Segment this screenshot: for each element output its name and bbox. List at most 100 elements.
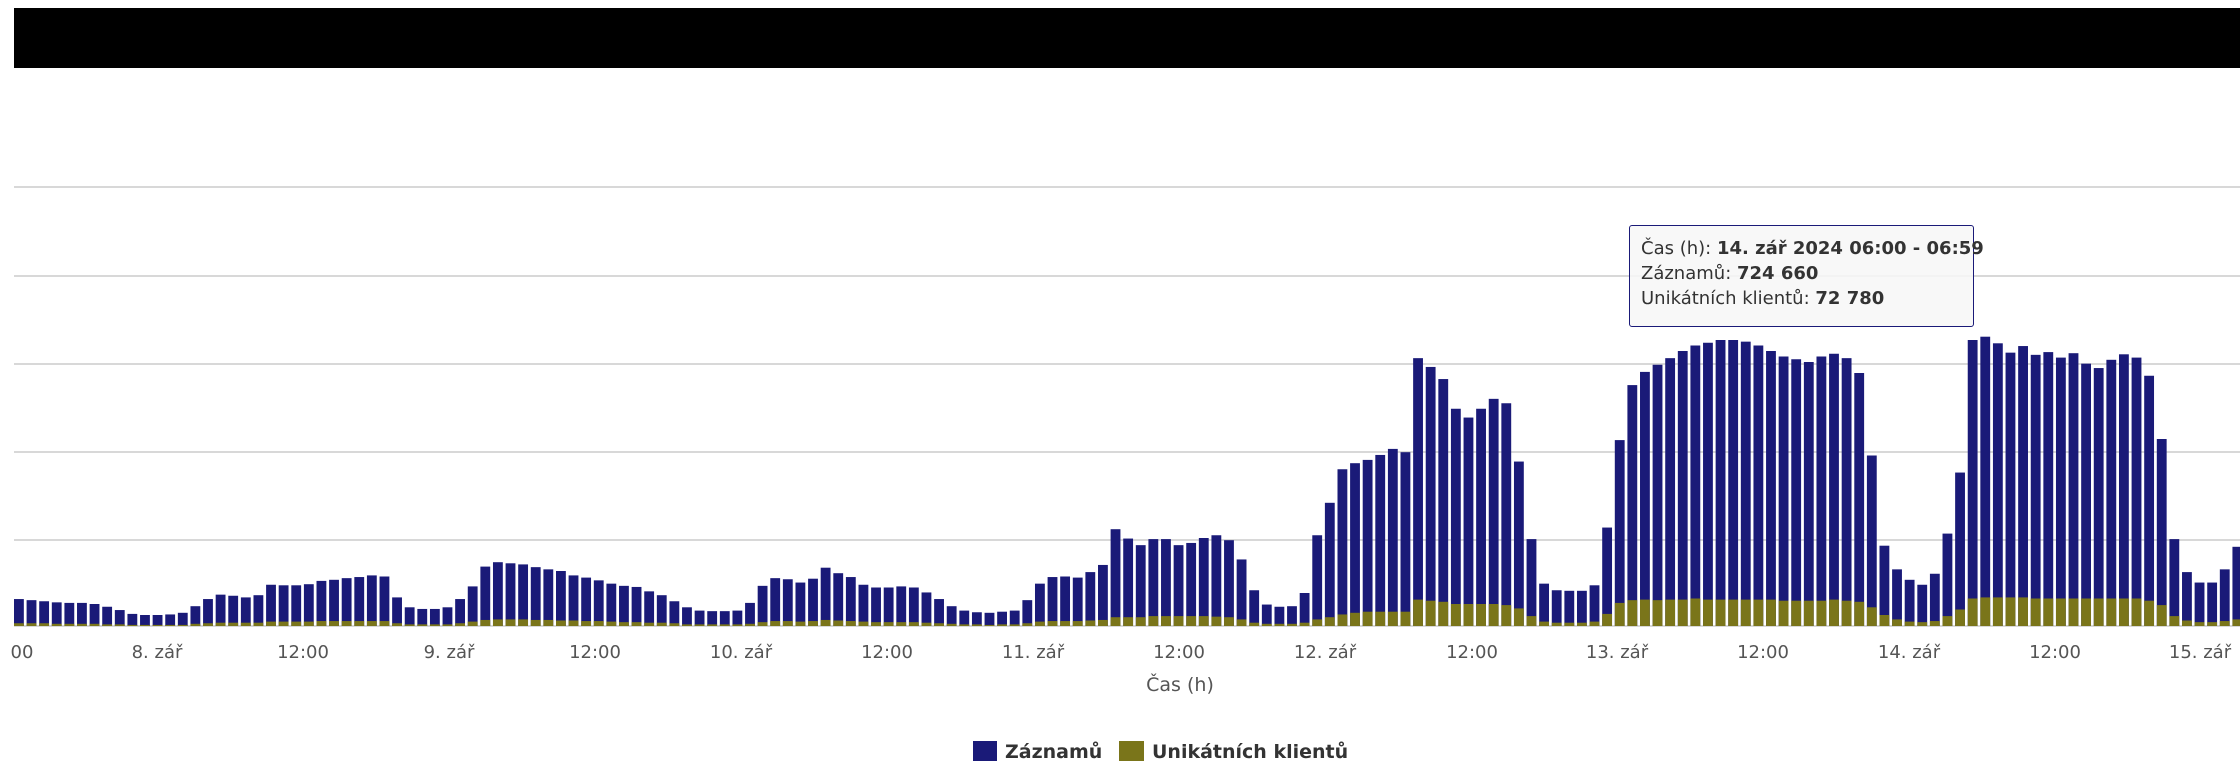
bar-records[interactable] bbox=[1879, 545, 1890, 626]
bar-records[interactable] bbox=[1324, 502, 1335, 626]
bar-records[interactable] bbox=[1400, 452, 1411, 626]
bar-records[interactable] bbox=[782, 579, 793, 626]
bar-records[interactable] bbox=[581, 577, 592, 626]
bar-clients[interactable] bbox=[959, 624, 970, 626]
bar-clients[interactable] bbox=[908, 622, 919, 626]
bar-records[interactable] bbox=[1980, 336, 1991, 626]
bar-records[interactable] bbox=[530, 567, 541, 626]
bar-clients[interactable] bbox=[26, 623, 37, 626]
bar-records[interactable] bbox=[2018, 346, 2028, 626]
bar-records[interactable] bbox=[908, 587, 919, 627]
bar-records[interactable] bbox=[543, 569, 554, 626]
bar-clients[interactable] bbox=[1929, 621, 1940, 626]
bar-clients[interactable] bbox=[1488, 604, 1499, 626]
bar-records[interactable] bbox=[1854, 373, 1865, 626]
bar-clients[interactable] bbox=[556, 620, 566, 627]
bar-clients[interactable] bbox=[1463, 604, 1474, 626]
bar-records[interactable] bbox=[102, 606, 113, 626]
bar-clients[interactable] bbox=[1009, 624, 1020, 626]
bar-records[interactable] bbox=[1362, 459, 1373, 626]
bar-records[interactable] bbox=[2118, 354, 2129, 626]
bar-records[interactable] bbox=[2182, 572, 2192, 626]
bar-clients[interactable] bbox=[808, 621, 818, 626]
bar-clients[interactable] bbox=[1740, 599, 1751, 626]
bar-records[interactable] bbox=[1513, 461, 1524, 626]
bar-clients[interactable] bbox=[89, 623, 100, 626]
bar-clients[interactable] bbox=[1614, 602, 1625, 626]
bar-records[interactable] bbox=[228, 595, 239, 626]
bar-clients[interactable] bbox=[782, 621, 793, 626]
bar-clients[interactable] bbox=[1640, 599, 1650, 626]
bar-clients[interactable] bbox=[1753, 599, 1764, 626]
bar-clients[interactable] bbox=[1072, 621, 1083, 626]
bar-clients[interactable] bbox=[127, 624, 138, 626]
bar-clients[interactable] bbox=[1627, 600, 1638, 626]
bar-clients[interactable] bbox=[114, 624, 125, 626]
bar-clients[interactable] bbox=[2182, 620, 2192, 627]
bar-records[interactable] bbox=[190, 606, 201, 626]
bar-records[interactable] bbox=[429, 608, 440, 626]
bar-records[interactable] bbox=[2232, 546, 2240, 626]
bar-clients[interactable] bbox=[140, 624, 150, 626]
bar-records[interactable] bbox=[2106, 359, 2117, 626]
bar-clients[interactable] bbox=[152, 624, 163, 626]
bar-records[interactable] bbox=[1123, 538, 1134, 626]
bar-clients[interactable] bbox=[1413, 599, 1423, 626]
bar-records[interactable] bbox=[682, 607, 692, 626]
bar-records[interactable] bbox=[1450, 408, 1461, 626]
bar-records[interactable] bbox=[518, 564, 529, 626]
bar-clients[interactable] bbox=[266, 621, 276, 626]
bar-records[interactable] bbox=[266, 584, 276, 626]
bar-clients[interactable] bbox=[1652, 600, 1663, 626]
bar-records[interactable] bbox=[1627, 385, 1638, 626]
bar-records[interactable] bbox=[1287, 606, 1297, 626]
bar-records[interactable] bbox=[215, 594, 226, 626]
bar-clients[interactable] bbox=[1085, 620, 1096, 627]
bar-records[interactable] bbox=[833, 573, 844, 626]
bar-records[interactable] bbox=[946, 606, 957, 626]
bar-records[interactable] bbox=[656, 595, 667, 626]
bar-clients[interactable] bbox=[1312, 619, 1323, 626]
bar-clients[interactable] bbox=[770, 621, 781, 626]
bar-records[interactable] bbox=[1917, 584, 1928, 626]
bar-records[interactable] bbox=[2194, 582, 2205, 626]
bar-clients[interactable] bbox=[505, 619, 516, 626]
bar-clients[interactable] bbox=[2144, 600, 2155, 626]
bar-records[interactable] bbox=[1274, 606, 1285, 626]
bar-records[interactable] bbox=[1463, 417, 1474, 626]
bar-records[interactable] bbox=[1791, 359, 1802, 626]
bar-records[interactable] bbox=[1110, 529, 1121, 626]
bar-records[interactable] bbox=[2219, 569, 2230, 626]
bar-records[interactable] bbox=[1476, 408, 1486, 626]
bar-records[interactable] bbox=[1186, 542, 1197, 626]
bar-clients[interactable] bbox=[2081, 598, 2092, 627]
bar-clients[interactable] bbox=[1450, 604, 1461, 626]
bar-records[interactable] bbox=[2169, 539, 2180, 626]
bar-clients[interactable] bbox=[896, 622, 907, 626]
bar-clients[interactable] bbox=[1576, 622, 1587, 626]
bar-clients[interactable] bbox=[568, 620, 579, 627]
bar-records[interactable] bbox=[1766, 351, 1776, 626]
bar-clients[interactable] bbox=[1854, 601, 1865, 626]
bar-clients[interactable] bbox=[240, 622, 251, 626]
bar-records[interactable] bbox=[1740, 341, 1751, 626]
bar-records[interactable] bbox=[1929, 573, 1940, 626]
bar-clients[interactable] bbox=[165, 624, 176, 626]
bar-records[interactable] bbox=[1614, 440, 1625, 626]
bar-records[interactable] bbox=[114, 610, 125, 626]
bar-records[interactable] bbox=[757, 585, 768, 626]
bar-records[interactable] bbox=[1778, 356, 1789, 627]
bar-records[interactable] bbox=[2081, 363, 2092, 626]
bar-clients[interactable] bbox=[1047, 621, 1058, 626]
bar-records[interactable] bbox=[14, 599, 24, 626]
bar-clients[interactable] bbox=[39, 623, 50, 626]
bar-records[interactable] bbox=[1060, 576, 1071, 627]
bar-records[interactable] bbox=[417, 608, 428, 626]
bar-clients[interactable] bbox=[253, 622, 264, 626]
bar-records[interactable] bbox=[631, 586, 642, 626]
bar-records[interactable] bbox=[1652, 364, 1663, 626]
bar-clients[interactable] bbox=[1703, 599, 1713, 626]
bar-records[interactable] bbox=[240, 597, 251, 626]
bar-clients[interactable] bbox=[354, 621, 365, 626]
bar-clients[interactable] bbox=[2131, 598, 2142, 627]
